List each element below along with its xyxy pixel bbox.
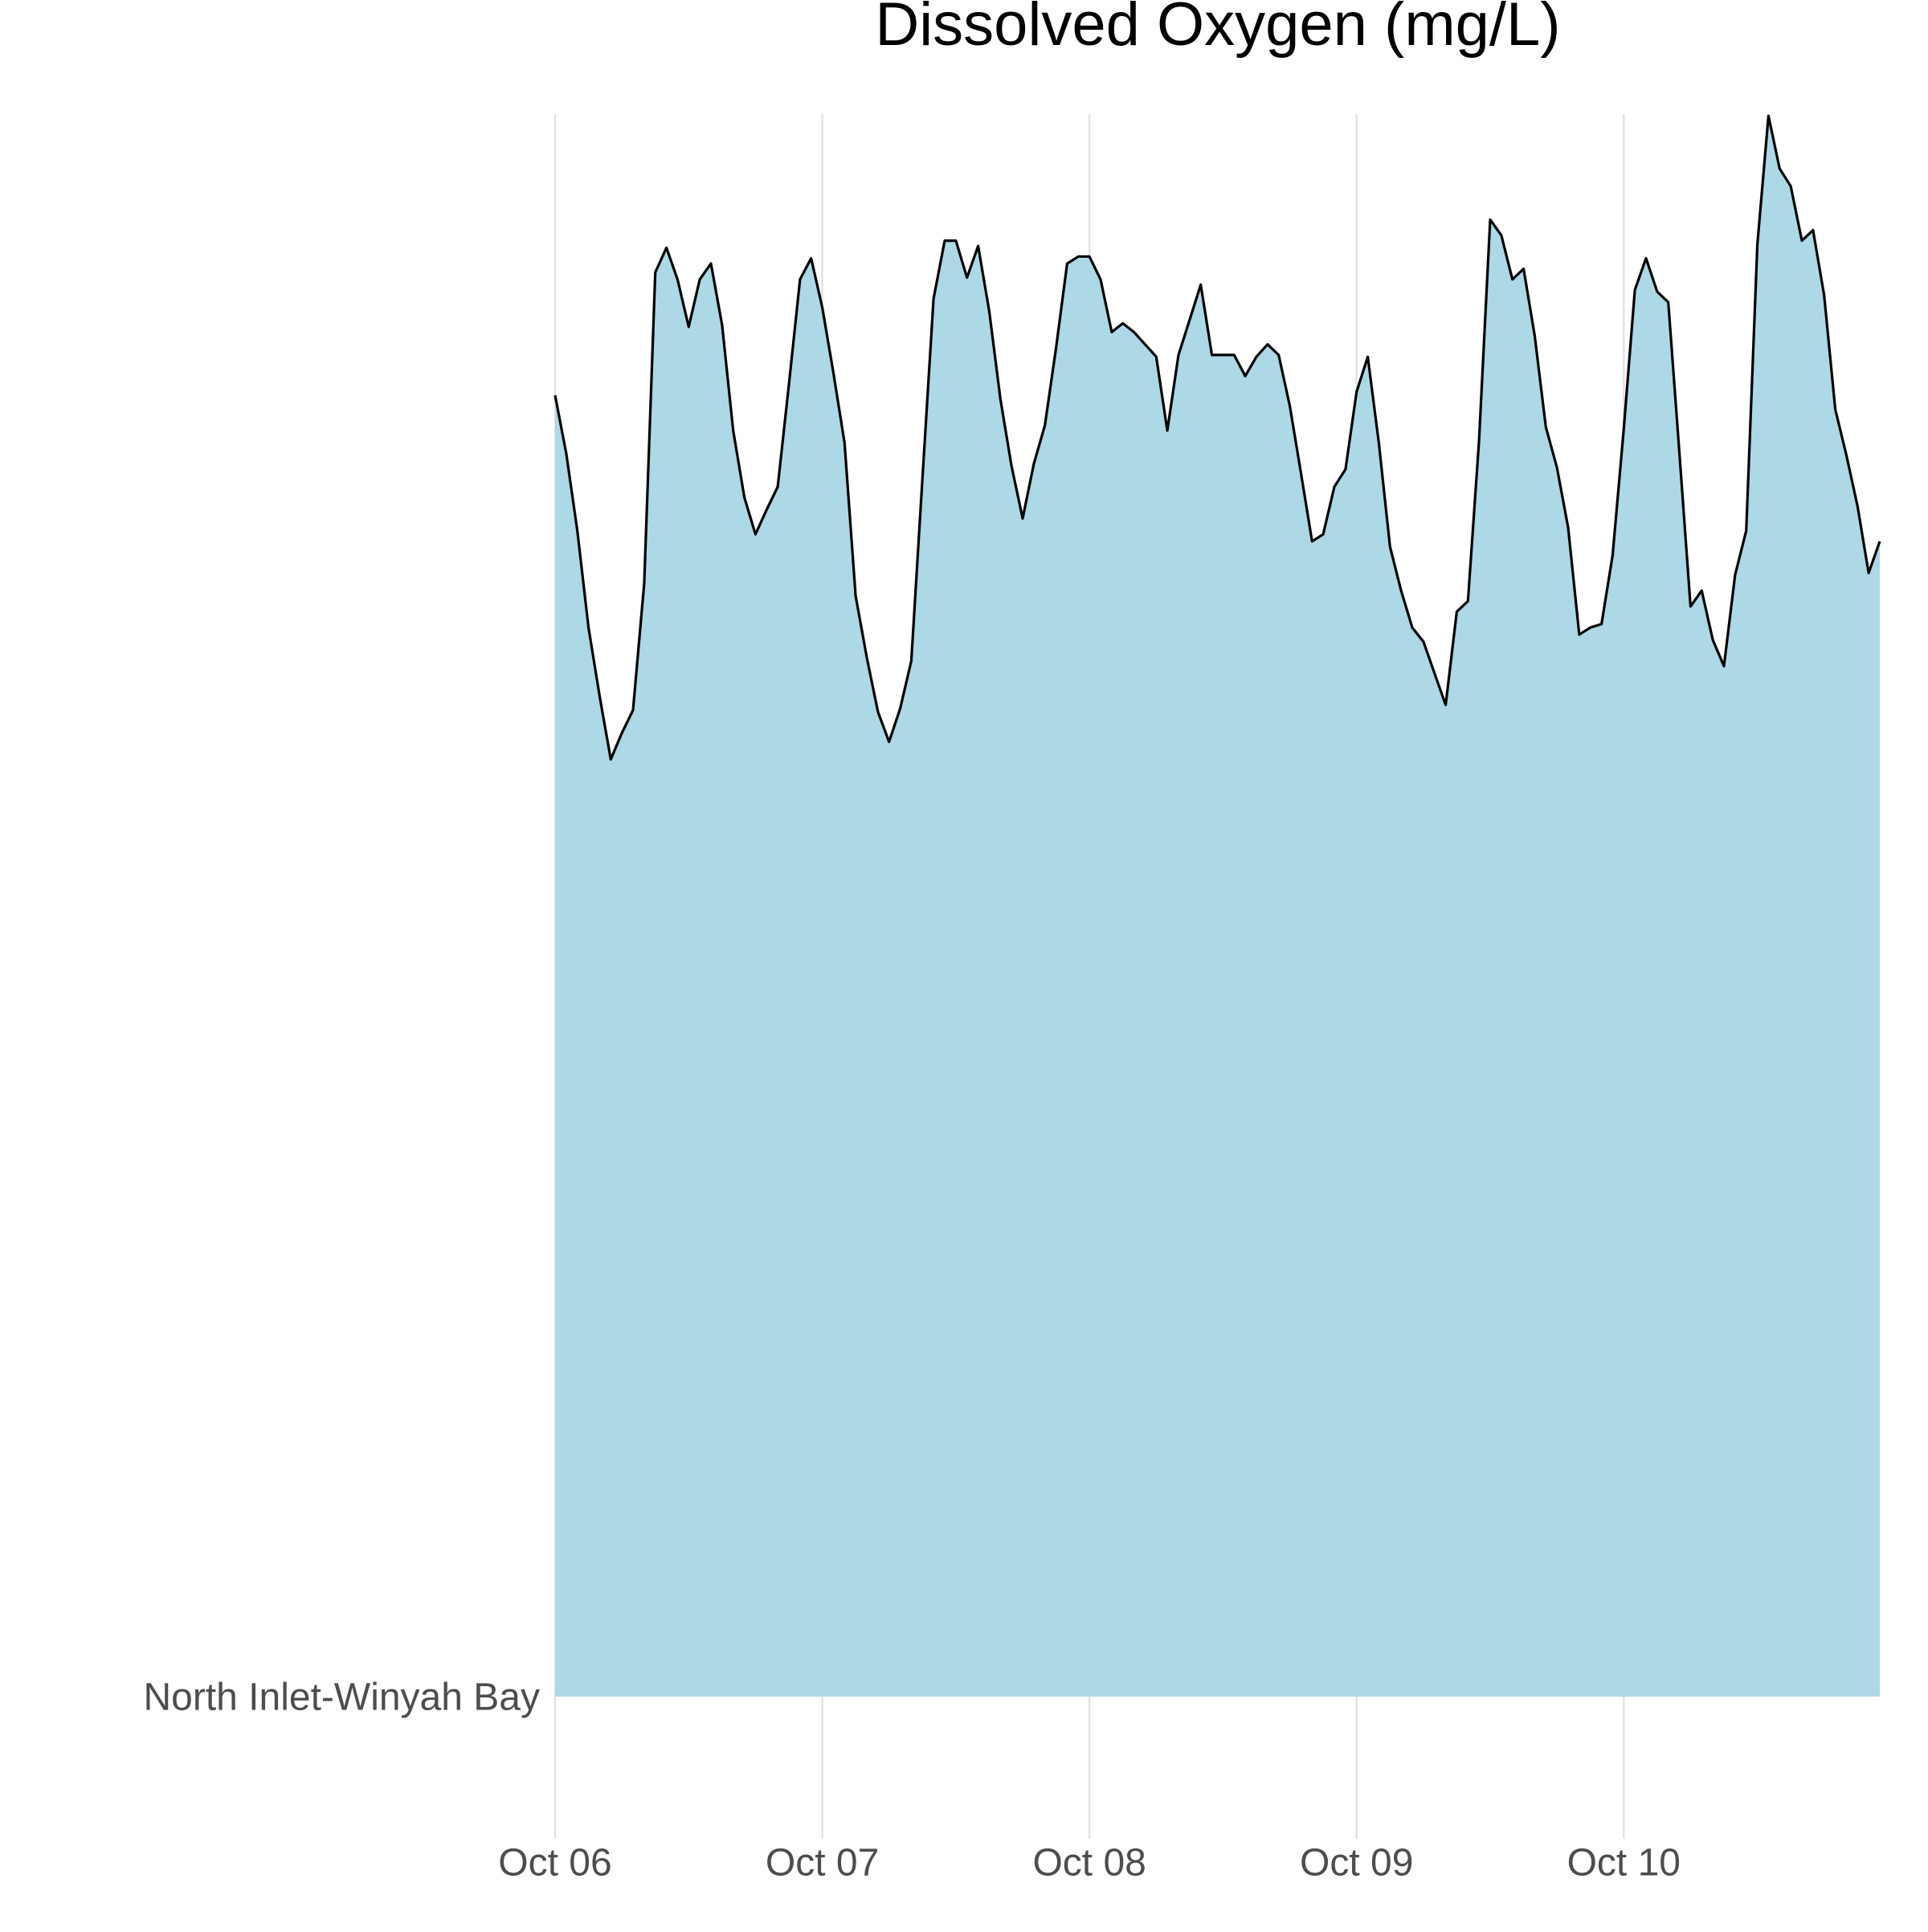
x-tick-label: Oct 10 [1567,1842,1681,1885]
ridge-line [553,114,1881,761]
labels: Oct 06 Oct 07 Oct 08 Oct 09 Oct 10 North Inle… [143,1677,1681,1885]
y-category-label: North Inlet-Winyah Bay [143,1677,540,1719]
marks [553,114,1881,1697]
ridge-area [555,116,1880,1697]
chart-title: Dissolved Oxygen (mg/L) [875,0,1560,59]
x-tick-label: Oct 07 [766,1842,879,1885]
x-tick-label: Oct 09 [1300,1842,1413,1885]
x-tick-label: Oct 08 [1032,1842,1146,1885]
x-tick-label: Oct 06 [498,1842,611,1885]
